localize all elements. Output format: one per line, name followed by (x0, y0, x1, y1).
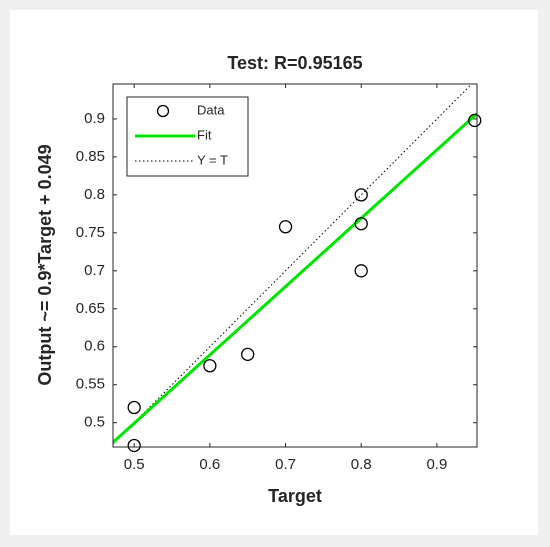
fit-line (113, 112, 477, 444)
data-point (354, 217, 368, 231)
y-tick-label: 0.9 (84, 110, 105, 127)
chart-title: Test: R=0.95165 (227, 53, 362, 73)
y-axis-label: Output ~= 0.9*Target + 0.049 (35, 144, 55, 385)
data-point (354, 264, 368, 278)
y-tick-label: 0.85 (76, 148, 105, 165)
legend-label: Data (197, 102, 225, 117)
y-tick-label: 0.8 (84, 186, 105, 203)
legend-label: Y = T (197, 152, 228, 167)
x-tick-label: 0.7 (275, 456, 296, 473)
data-point (241, 347, 255, 362)
x-tick-label: 0.5 (124, 456, 145, 473)
y-tick-label: 0.55 (76, 376, 105, 393)
legend-marker (156, 104, 170, 118)
x-tick-label: 0.8 (351, 456, 372, 473)
legend-label: Fit (197, 127, 212, 142)
axes-box (112, 83, 478, 448)
x-tick-label: 0.6 (199, 456, 220, 473)
y-tick-label: 0.7 (84, 262, 105, 279)
data-point (468, 113, 482, 128)
data-point (127, 400, 141, 415)
data-point (354, 188, 368, 202)
data-point (203, 359, 217, 373)
data-point (278, 220, 293, 234)
y-tick-label: 0.75 (76, 224, 105, 241)
y-tick-label: 0.5 (84, 414, 105, 431)
data-point (127, 438, 141, 453)
x-tick-label: 0.9 (426, 456, 447, 473)
y-tick-label: 0.6 (84, 338, 105, 355)
x-axis-label: Target (268, 486, 322, 506)
y-tick-label: 0.65 (76, 300, 105, 317)
